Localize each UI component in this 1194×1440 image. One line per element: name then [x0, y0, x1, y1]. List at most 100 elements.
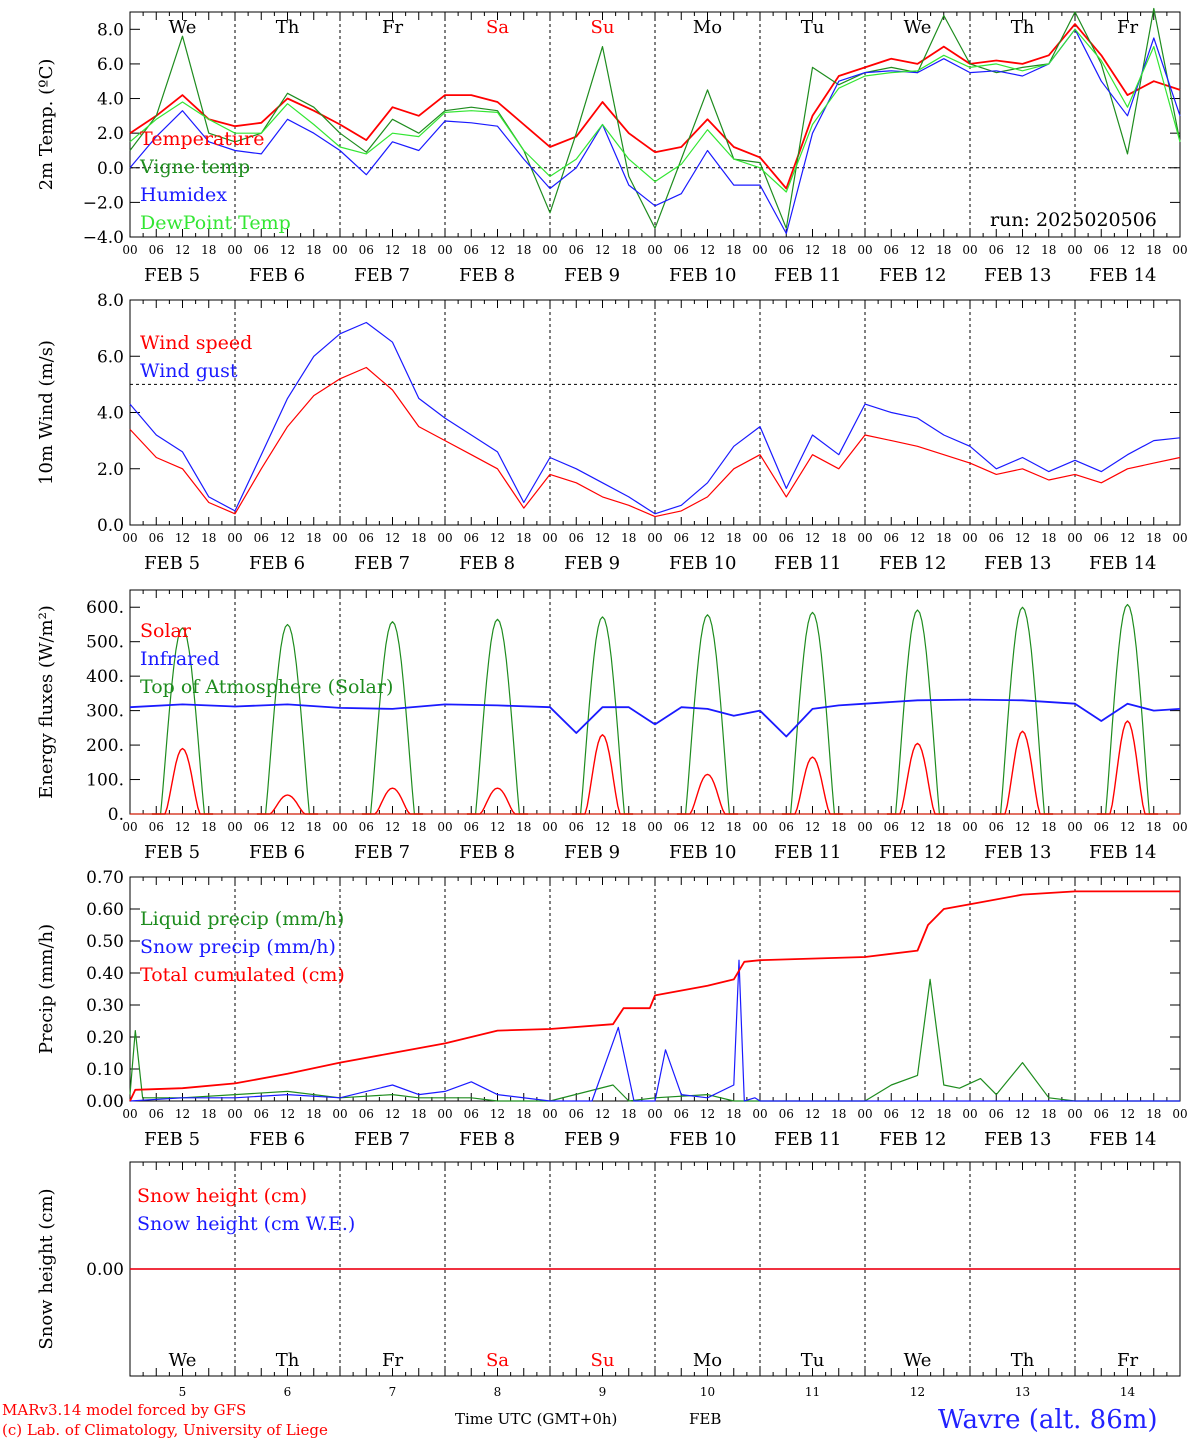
hour-label: 06	[884, 1107, 899, 1121]
y-tick-label: −4.0	[83, 228, 124, 248]
hour-label: 00	[1172, 243, 1187, 257]
hour-label: 06	[464, 243, 479, 257]
hour-label: 18	[516, 531, 531, 545]
hour-label: 18	[201, 1107, 216, 1121]
hour-label: 00	[1067, 1107, 1082, 1121]
hour-label: 18	[306, 531, 321, 545]
legend-entry: Snow height (cm)	[137, 1185, 307, 1207]
hour-label: 00	[962, 820, 977, 834]
day-number: 13	[1015, 1385, 1030, 1399]
solar-line	[1096, 720, 1159, 815]
hour-label: 12	[910, 243, 925, 257]
hour-label: 18	[516, 1107, 531, 1121]
y-tick-label: 100.	[86, 771, 124, 791]
hour-label: 00	[1067, 531, 1082, 545]
hour-label: 00	[437, 243, 452, 257]
y-tick-label: 8.0	[97, 291, 124, 311]
hour-label: 18	[726, 243, 741, 257]
hour-label: 12	[280, 1107, 295, 1121]
weekday-label: Th	[1011, 1350, 1035, 1371]
toa-solar-line	[781, 611, 844, 815]
hour-label: 18	[726, 531, 741, 545]
series-line-1	[129, 366, 1181, 518]
hour-label: 00	[122, 243, 137, 257]
weekday-label: Sa	[486, 1350, 509, 1371]
date-label: FEB 11	[774, 553, 841, 574]
date-label: FEB 10	[669, 842, 736, 863]
weekday-label: Th	[1011, 17, 1035, 38]
y-tick-label: 0.0	[97, 516, 124, 536]
hour-label: 12	[490, 243, 505, 257]
legend-entry: Wind speed	[140, 332, 252, 354]
hour-label: 00	[752, 531, 767, 545]
hour-label: 00	[647, 531, 662, 545]
hour-label: 06	[779, 820, 794, 834]
hour-label: 12	[805, 531, 820, 545]
hour-label: 00	[1172, 820, 1187, 834]
weekday-label: We	[169, 1350, 197, 1371]
hour-label: 00	[752, 1107, 767, 1121]
y-tick-label: 0.50	[86, 932, 124, 952]
hour-label: 18	[306, 1107, 321, 1121]
hour-label: 18	[411, 243, 426, 257]
hour-label: 00	[1172, 531, 1187, 545]
hour-label: 00	[962, 243, 977, 257]
date-label: FEB 6	[249, 553, 305, 574]
hour-label: 18	[621, 243, 636, 257]
hour-label: 18	[411, 531, 426, 545]
hour-label: 18	[1041, 243, 1056, 257]
hour-label: 00	[227, 243, 242, 257]
date-label: FEB 7	[354, 265, 410, 286]
hour-label: 12	[805, 820, 820, 834]
legend-entry: Snow precip (mm/h)	[140, 936, 336, 958]
hour-label: 12	[1120, 1107, 1135, 1121]
location-label: Wavre (alt. 86m)	[938, 1405, 1158, 1435]
toa-solar-line	[676, 614, 739, 815]
hour-label: 12	[700, 243, 715, 257]
toa-solar-line	[466, 618, 529, 815]
date-label: FEB 9	[564, 842, 620, 863]
hour-label: 06	[1094, 1107, 1109, 1121]
hour-label: 18	[831, 1107, 846, 1121]
date-label: FEB 10	[669, 265, 736, 286]
hour-label: 12	[910, 820, 925, 834]
weekday-label: Sa	[486, 17, 509, 38]
day-number: 10	[700, 1385, 715, 1399]
x-axis-month: FEB	[689, 1410, 721, 1428]
hour-label: 18	[1146, 243, 1161, 257]
hour-label: 12	[595, 820, 610, 834]
toa-solar-line	[991, 606, 1054, 815]
date-label: FEB 12	[879, 1129, 946, 1150]
hour-label: 06	[1094, 531, 1109, 545]
hour-label: 06	[359, 820, 374, 834]
y-tick-label: 0.	[108, 805, 124, 825]
y-tick-label: 0.40	[86, 964, 124, 984]
weekday-label: Th	[276, 17, 300, 38]
series-line-3	[129, 28, 1181, 235]
series-line-2	[129, 7, 1181, 229]
date-label: FEB 5	[144, 265, 200, 286]
hour-label: 18	[1146, 531, 1161, 545]
y-tick-label: 0.0	[97, 159, 124, 179]
date-label: FEB 9	[564, 265, 620, 286]
hour-label: 18	[306, 820, 321, 834]
day-number: 7	[389, 1385, 397, 1399]
date-label: FEB 11	[774, 265, 841, 286]
hour-label: 18	[1146, 1107, 1161, 1121]
y-tick-label: 6.0	[97, 347, 124, 367]
hour-label: 18	[726, 1107, 741, 1121]
hour-label: 00	[332, 531, 347, 545]
hour-label: 00	[857, 531, 872, 545]
y-axis-label: Energy fluxes (W/m²)	[36, 605, 57, 799]
day-number: 9	[599, 1385, 607, 1399]
y-tick-label: 6.0	[97, 55, 124, 75]
hour-label: 06	[884, 243, 899, 257]
hour-label: 00	[542, 243, 557, 257]
hour-label: 00	[227, 1107, 242, 1121]
hour-label: 12	[490, 1107, 505, 1121]
legend-entry: Vigne temp	[139, 156, 250, 178]
footer-model: MARv3.14 model forced by GFS	[2, 1401, 246, 1419]
series-line-3	[129, 890, 1180, 1102]
hour-label: 12	[490, 531, 505, 545]
weekday-label: We	[169, 17, 197, 38]
